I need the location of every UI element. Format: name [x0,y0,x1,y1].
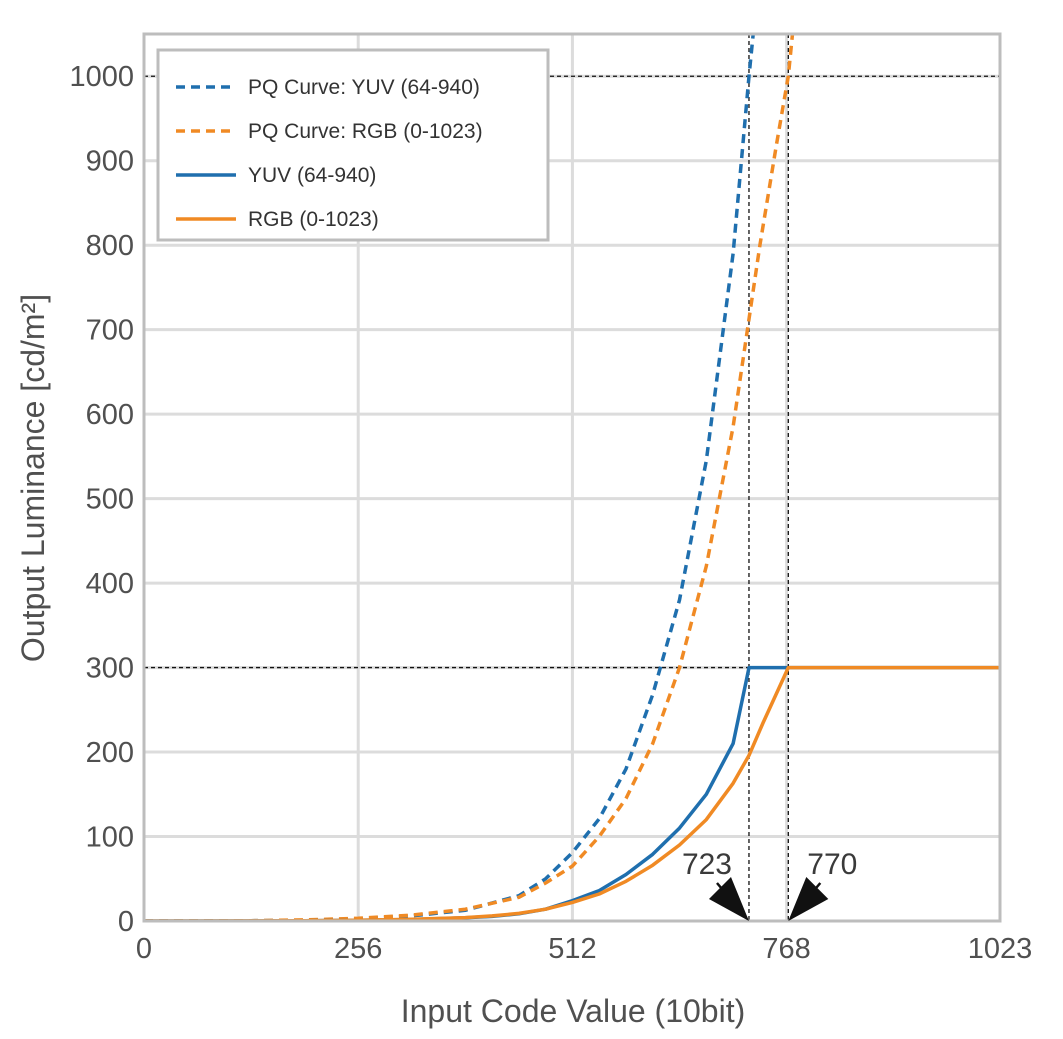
y-tick-label: 100 [86,822,134,854]
legend-label: YUV (64-940) [248,164,376,187]
legend-label: PQ Curve: YUV (64-940) [248,76,480,99]
x-tick-label: 512 [548,933,596,965]
y-tick-label: 300 [86,653,134,685]
y-tick-label: 400 [86,568,134,600]
legend-label: RGB (0-1023) [248,208,379,231]
x-tick-label: 0 [136,933,152,965]
y-tick-label: 0 [118,906,134,938]
y-tick-label: 500 [86,484,134,516]
legend-box [156,48,550,242]
y-tick-label: 900 [86,146,134,178]
x-axis-title: Input Code Value (10bit) [401,993,746,1029]
x-tick-label: 256 [334,933,382,965]
tick-labels: 0 100 200 300 400 500 600 700 800 900 1000 0 256 512 7… [69,61,1032,965]
y-tick-label: 200 [86,737,134,769]
x-tick-label: 768 [762,933,810,965]
annotations: 723 770 [682,848,857,921]
legend: PQ Curve: YUV (64-940) PQ Curve: RGB (0-1… [156,48,550,242]
y-tick-label: 700 [86,315,134,347]
legend-label: PQ Curve: RGB (0-1023) [248,120,483,143]
y-tick-label: 800 [86,230,134,262]
arrow-770-head [788,877,829,921]
arrow-723-head [708,877,749,921]
x-tick-label: 1023 [968,933,1033,965]
annotation-723: 723 [682,848,732,881]
plot-frame [142,32,1002,923]
y-tick-label: 1000 [69,61,134,93]
annotation-770: 770 [807,848,857,881]
y-tick-label: 600 [86,399,134,431]
y-axis-title: Output Luminance [cd/m²] [15,294,51,662]
